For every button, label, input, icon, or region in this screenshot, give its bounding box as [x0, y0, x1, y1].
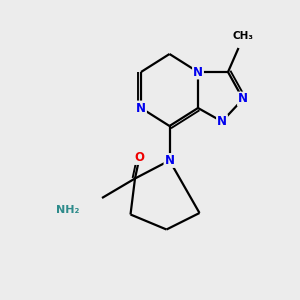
Text: O: O [134, 151, 145, 164]
Text: N: N [136, 101, 146, 115]
Text: CH₃: CH₃ [232, 31, 254, 41]
Text: N: N [238, 92, 248, 106]
Text: N: N [164, 154, 175, 167]
Text: N: N [193, 65, 203, 79]
Text: NH₂: NH₂ [56, 205, 79, 215]
Text: N: N [217, 115, 227, 128]
